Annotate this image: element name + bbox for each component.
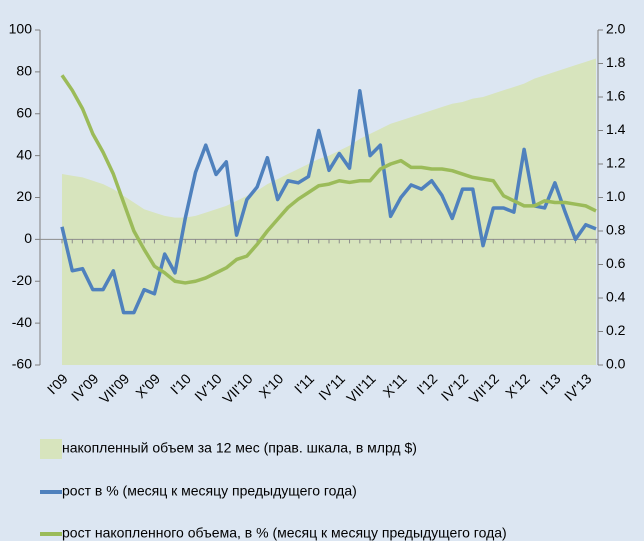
x-tick-label: I'13	[537, 370, 564, 397]
legend-label: накопленный объем за 12 мес (прав. шкала…	[62, 440, 417, 456]
x-tick-label: IV'12	[438, 370, 472, 404]
x-tick-label: I'10	[167, 370, 194, 397]
x-tick-label: X'12	[502, 370, 533, 401]
y2-tick-label: 1.4	[606, 121, 626, 137]
y2-tick-label: 1.8	[606, 54, 626, 70]
x-tick-label: VII'12	[466, 370, 502, 406]
y-tick-label: -60	[12, 356, 32, 372]
area	[62, 58, 596, 365]
y-tick-label: 20	[16, 188, 32, 204]
x-tick-label: VII'10	[219, 370, 255, 406]
y2-tick-label: 2.0	[606, 21, 626, 37]
x-tick-label: VII'11	[343, 370, 379, 406]
x-tick-label: VII'09	[96, 370, 132, 406]
y2-tick-label: 0.0	[606, 356, 626, 372]
y2-tick-label: 0.8	[606, 222, 626, 238]
y2-tick-label: 0.6	[606, 255, 626, 271]
x-tick-label: X'09	[132, 370, 163, 401]
legend-label: рост в % (месяц к месяцу предыдущего год…	[62, 483, 357, 499]
x-tick-label: I'09	[44, 370, 71, 397]
y2-tick-label: 1.0	[606, 188, 626, 204]
line	[60, 74, 597, 285]
line	[60, 88, 597, 315]
y2-tick-label: 0.2	[606, 322, 626, 338]
y-tick-label: 60	[16, 104, 32, 120]
y-tick-label: -40	[12, 314, 32, 330]
legend-label: рост накопленного объема, в % (месяц к м…	[62, 525, 507, 541]
y-tick-label: 80	[16, 63, 32, 79]
x-tick-label: IV'10	[191, 370, 225, 404]
x-tick-label: X'10	[256, 370, 287, 401]
y-tick-label: 40	[16, 146, 32, 162]
legend-swatch	[40, 439, 62, 459]
y2-tick-label: 0.4	[606, 289, 626, 305]
x-tick-label: IV'13	[561, 370, 595, 404]
x-tick-label: X'11	[380, 370, 410, 400]
x-tick-label: IV'09	[68, 370, 102, 404]
y2-tick-label: 1.2	[606, 155, 626, 171]
y2-tick-label: 1.6	[606, 88, 626, 104]
x-tick-label: IV'11	[315, 370, 348, 403]
y-tick-label: -20	[12, 272, 32, 288]
y-tick-label: 100	[9, 21, 33, 37]
y-tick-label: 0	[24, 230, 32, 246]
x-tick-label: I'12	[413, 370, 440, 397]
x-tick-label: I'11	[291, 370, 317, 396]
